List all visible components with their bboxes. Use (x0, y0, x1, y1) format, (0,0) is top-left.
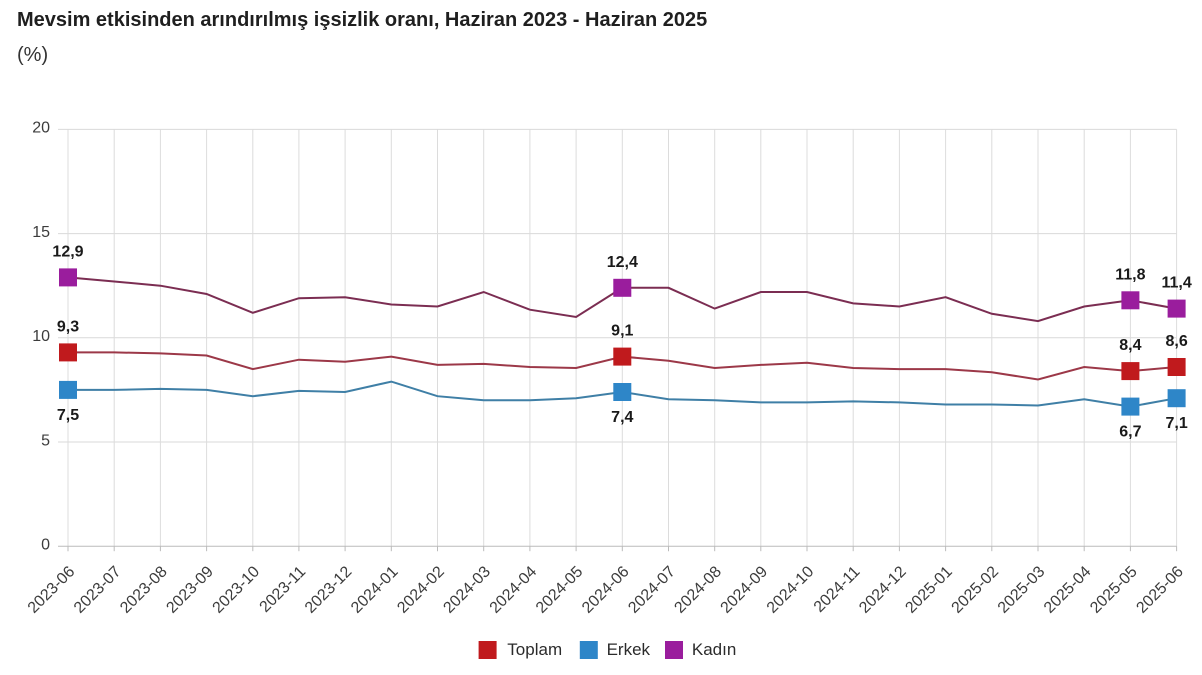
svg-text:6,7: 6,7 (1119, 424, 1141, 441)
svg-text:11,4: 11,4 (1161, 275, 1191, 292)
svg-text:Mevsim etkisinden arındırılmış: Mevsim etkisinden arındırılmış işsizlik … (17, 9, 707, 31)
svg-text:7,5: 7,5 (57, 407, 79, 424)
svg-text:7,1: 7,1 (1165, 415, 1187, 432)
svg-text:Kadın: Kadın (692, 640, 736, 659)
svg-text:8,6: 8,6 (1165, 333, 1187, 350)
svg-text:10: 10 (32, 328, 50, 345)
svg-text:11,8: 11,8 (1115, 266, 1145, 283)
svg-text:7,4: 7,4 (611, 409, 633, 426)
svg-text:9,1: 9,1 (611, 323, 633, 340)
svg-text:Erkek: Erkek (607, 640, 651, 659)
svg-text:(%): (%) (17, 44, 48, 66)
svg-text:9,3: 9,3 (57, 318, 79, 335)
svg-text:Toplam: Toplam (507, 640, 562, 659)
svg-text:0: 0 (41, 537, 50, 554)
svg-text:15: 15 (32, 224, 50, 241)
svg-text:12,4: 12,4 (607, 254, 638, 271)
svg-text:20: 20 (32, 120, 50, 137)
svg-text:12,9: 12,9 (52, 243, 83, 260)
svg-text:8,4: 8,4 (1119, 337, 1141, 354)
svg-text:5: 5 (41, 432, 50, 449)
